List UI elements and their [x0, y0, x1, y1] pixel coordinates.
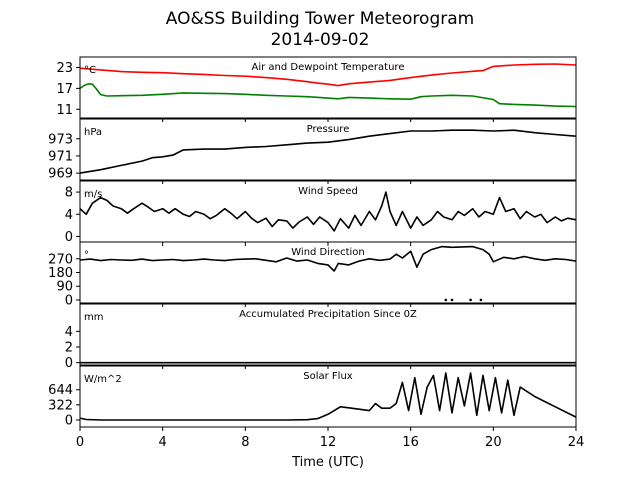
panel-6-ytick-label: 0	[65, 413, 73, 428]
panel-4-ytick-label: 0	[65, 293, 73, 308]
panel-3-unit: m/s	[84, 189, 102, 200]
panel-1-series-1-line	[79, 63, 577, 87]
panel-5-ytick-label: 2	[65, 341, 73, 356]
panel-1-ytick-label: 23	[56, 61, 73, 76]
panel-4-point-2	[450, 298, 454, 302]
panel-1-title: Air and Dewpoint Temperature	[252, 62, 405, 73]
panel-5: 024 mm Accumulated Precipitation Since 0Z	[65, 303, 577, 371]
panel-4-ytick-label: 180	[48, 266, 73, 281]
xtick-label: 4	[159, 435, 167, 450]
xtick-label: 8	[241, 435, 249, 450]
panel-6-unit: W/m^2	[84, 374, 122, 385]
panel-5-unit: mm	[84, 312, 103, 323]
panel-3: 0 4 8 m/s Wind Speed	[65, 180, 577, 246]
panel-4-title: Wind Direction	[291, 247, 365, 258]
x-axis-label: Time (UTC)	[291, 455, 364, 470]
panel-4-point-1	[444, 298, 448, 302]
panel-2-ytick-label: 969	[48, 167, 73, 182]
panel-2-series-1-line	[79, 129, 577, 174]
panel-6-ytick-label: 644	[48, 383, 73, 398]
xtick-label: 0	[76, 435, 84, 450]
panel-5-title: Accumulated Precipitation Since 0Z	[239, 309, 417, 320]
panel-3-series-1-line	[79, 191, 577, 232]
panel-2-ytick-label: 971	[48, 149, 73, 164]
panel-1-series-2-line	[79, 83, 577, 108]
panel-3-title: Wind Speed	[298, 186, 358, 197]
panel-4-point-4	[479, 298, 483, 302]
xtick-label: 20	[485, 435, 502, 450]
panel-2-ytick-label: 973	[48, 132, 73, 147]
panel-5-ytick-label: 4	[65, 325, 73, 340]
x-axis: 0 4 8 12 16 20 24	[76, 435, 584, 450]
panel-2-unit: hPa	[84, 127, 102, 138]
panel-4-ytick-label: 90	[56, 280, 73, 295]
xtick-label: 12	[320, 435, 337, 450]
panel-1: 11 17 23 °C Air and Dewpoint Temperature	[56, 56, 577, 122]
panel-1-ytick-label: 11	[56, 103, 73, 118]
panel-4-point-3	[469, 298, 472, 302]
chart-title: AO&SS Building Tower Meteorogram	[166, 9, 474, 29]
panel-4-series-1-line	[79, 245, 577, 272]
panel-3-ytick-label: 0	[65, 230, 73, 245]
panel-6-series-1-line	[79, 372, 577, 421]
chart-subtitle: 2014-09-02	[271, 30, 370, 50]
panel-5-ytick-label: 0	[65, 356, 73, 371]
xtick-label: 16	[402, 435, 419, 450]
panel-2-title: Pressure	[307, 124, 350, 135]
panel-4-ytick-label: 270	[48, 252, 73, 267]
panel-1-unit: °C	[84, 65, 96, 76]
panel-2: 969 971 973 hPa Pressure	[48, 118, 577, 184]
panel-4-unit: °	[84, 250, 89, 261]
xtick-label: 24	[568, 435, 585, 450]
panel-3-ytick-label: 8	[65, 186, 73, 201]
panel-6-title: Solar Flux	[303, 371, 353, 382]
panel-1-ytick-label: 17	[56, 82, 73, 97]
panel-6-ytick-label: 322	[48, 398, 73, 413]
panel-3-ytick-label: 4	[65, 208, 73, 223]
